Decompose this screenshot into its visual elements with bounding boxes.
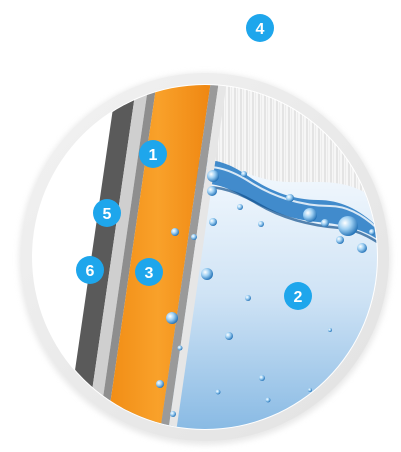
marker-2-label: 2 xyxy=(294,289,303,306)
marker-4: 4 xyxy=(246,14,274,42)
bubbles xyxy=(156,170,375,417)
marker-6-label: 6 xyxy=(86,263,95,280)
marker-3-label: 3 xyxy=(145,265,154,282)
marker-5-badge xyxy=(93,199,121,227)
marker-6: 6 xyxy=(76,256,104,284)
marker-3: 3 xyxy=(135,258,163,286)
orange-layer xyxy=(102,85,214,429)
marker-1-badge xyxy=(139,140,167,168)
wave-crest xyxy=(175,160,377,250)
wall-outer-dark-strip xyxy=(62,85,140,429)
wall-outer-light-strip xyxy=(82,85,152,429)
marker-1-label: 1 xyxy=(149,147,158,164)
marker-5: 5 xyxy=(93,199,121,227)
marker-2: 2 xyxy=(284,282,312,310)
marker-4-label: 4 xyxy=(256,21,265,38)
marker-3-badge xyxy=(135,258,163,286)
wall-inner-gray-strip xyxy=(156,85,222,429)
marker-2-badge xyxy=(284,282,312,310)
marker-5-label: 5 xyxy=(103,206,112,223)
marker-4-badge xyxy=(246,14,274,42)
marker-1: 1 xyxy=(139,140,167,168)
wall-inner-light-strip xyxy=(164,85,230,429)
wave-edge-dark xyxy=(181,185,377,254)
marker-6-badge xyxy=(76,256,104,284)
